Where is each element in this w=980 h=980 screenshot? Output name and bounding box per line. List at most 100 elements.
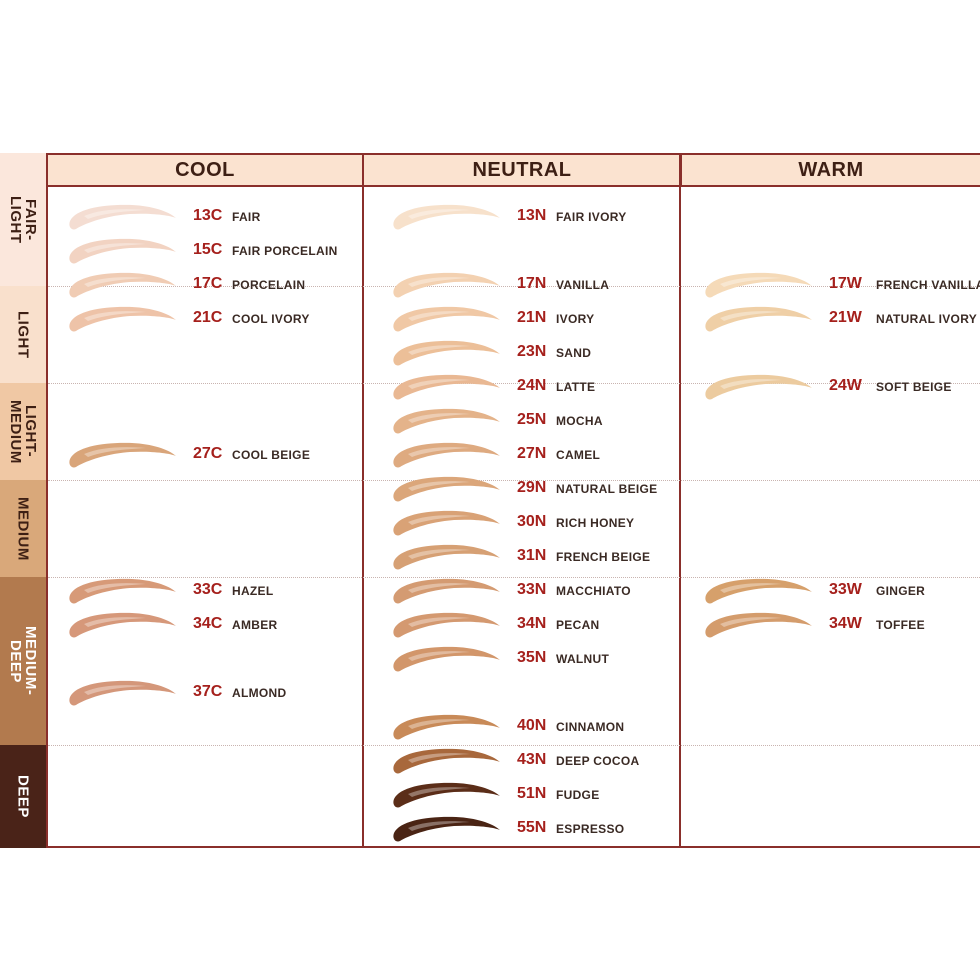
band-light-medium: LIGHT- MEDIUM — [0, 383, 46, 480]
shade-code: 34C — [193, 615, 223, 632]
shade-swatch-stroke — [69, 306, 176, 332]
shade-swatch-stroke — [69, 442, 176, 468]
shade-swatch-stroke — [705, 272, 812, 298]
shade-swatch-highlight — [84, 583, 146, 593]
shade-name: LATTE — [556, 380, 596, 394]
shade-name: NATURAL IVORY — [876, 312, 978, 326]
shade-swatch-highlight — [408, 753, 470, 763]
shade-name: SOFT BEIGE — [876, 380, 952, 394]
band-divider — [48, 383, 980, 384]
shade-name: FUDGE — [556, 788, 600, 802]
shade-name: ESPRESSO — [556, 822, 625, 836]
shade-swatch-highlight — [408, 787, 470, 797]
shade-swatch — [393, 782, 500, 808]
shade-row: 51N FUDGE — [390, 778, 675, 812]
shade-swatch-highlight — [720, 277, 782, 287]
shade-row: 21C COOL IVORY — [66, 302, 346, 336]
shade-swatch — [705, 306, 812, 332]
shade-swatch — [393, 510, 500, 536]
shade-name: FRENCH VANILLA — [876, 278, 980, 292]
shade-code: 25N — [517, 411, 547, 428]
shade-name: CAMEL — [556, 448, 601, 462]
band-label: DEEP — [14, 775, 32, 818]
shade-row: 55N ESPRESSO — [390, 812, 675, 846]
band-divider — [48, 480, 980, 481]
band-divider — [48, 745, 980, 746]
shade-swatch-highlight — [408, 583, 470, 593]
shade-code: 33W — [829, 581, 862, 598]
shade-code: 17C — [193, 275, 223, 292]
shade-code: 13N — [517, 207, 547, 224]
shade-name: NATURAL BEIGE — [556, 482, 658, 496]
shade-swatch — [69, 680, 176, 706]
shade-swatch-stroke — [69, 612, 176, 638]
shade-row: 24N LATTE — [390, 370, 675, 404]
shade-name: FAIR IVORY — [556, 210, 627, 224]
shade-row: 27N CAMEL — [390, 438, 675, 472]
shade-swatch-highlight — [84, 685, 146, 695]
shade-name: COOL BEIGE — [232, 448, 311, 462]
shade-swatch — [393, 714, 500, 740]
shade-name: COOL IVORY — [232, 312, 310, 326]
shade-code: 21C — [193, 309, 223, 326]
shade-row: 21W NATURAL IVORY — [702, 302, 980, 336]
shade-swatch — [69, 612, 176, 638]
shade-row: 13C FAIR — [66, 200, 346, 234]
shade-code: 24N — [517, 377, 547, 394]
shade-swatch — [393, 442, 500, 468]
band-deep: DEEP — [0, 745, 46, 848]
column-header-warm: WARM — [680, 153, 980, 187]
shade-name: GINGER — [876, 584, 926, 598]
shade-name: ALMOND — [232, 686, 287, 700]
band-light: LIGHT — [0, 286, 46, 383]
band-divider — [48, 577, 980, 578]
shade-swatch — [393, 340, 500, 366]
shade-row: 17W FRENCH VANILLA — [702, 268, 980, 302]
shade-code: 35N — [517, 649, 547, 666]
shade-code: 13C — [193, 207, 223, 224]
shade-name: VANILLA — [556, 278, 610, 292]
shade-swatch-stroke — [393, 714, 500, 740]
shade-row: 25N MOCHA — [390, 404, 675, 438]
shade-swatch-highlight — [84, 447, 146, 457]
shade-code: 17N — [517, 275, 547, 292]
shade-code: 23N — [517, 343, 547, 360]
shade-code: 34N — [517, 615, 547, 632]
shade-swatch-highlight — [84, 277, 146, 287]
shade-swatch-stroke — [69, 680, 176, 706]
shade-swatch-highlight — [408, 549, 470, 559]
shade-name: MACCHIATO — [556, 584, 631, 598]
shade-swatch-stroke — [393, 442, 500, 468]
shade-swatch — [69, 238, 176, 264]
shade-swatch — [393, 748, 500, 774]
shade-swatch — [393, 612, 500, 638]
shade-swatch-highlight — [408, 481, 470, 491]
shade-swatch — [705, 374, 812, 400]
column-header-neutral: NEUTRAL — [362, 153, 682, 187]
shade-swatch — [393, 578, 500, 604]
shade-swatch-highlight — [720, 583, 782, 593]
shade-row: 34W TOFFEE — [702, 608, 980, 642]
shade-code: 55N — [517, 819, 547, 836]
band-divider — [48, 286, 980, 287]
shade-swatch-highlight — [720, 617, 782, 627]
band-label: MEDIUM — [14, 496, 32, 561]
shade-swatch-stroke — [393, 204, 500, 230]
shade-swatch — [393, 272, 500, 298]
shade-swatch-highlight — [84, 243, 146, 253]
shade-swatch — [393, 306, 500, 332]
shade-swatch-stroke — [705, 612, 812, 638]
shade-swatch-highlight — [408, 413, 470, 423]
band-label: FAIR- LIGHT — [7, 195, 39, 244]
shade-swatch-stroke — [393, 306, 500, 332]
shade-code: 21N — [517, 309, 547, 326]
band-fair-light: FAIR- LIGHT — [0, 153, 46, 286]
shade-name: FAIR PORCELAIN — [232, 244, 338, 258]
shade-swatch — [69, 272, 176, 298]
shade-code: 29N — [517, 479, 547, 496]
shade-swatch — [393, 816, 500, 842]
column-divider — [679, 153, 681, 848]
shade-swatch-stroke — [393, 544, 500, 570]
shade-swatch-stroke — [393, 578, 500, 604]
shade-row: 29N NATURAL BEIGE — [390, 472, 675, 506]
